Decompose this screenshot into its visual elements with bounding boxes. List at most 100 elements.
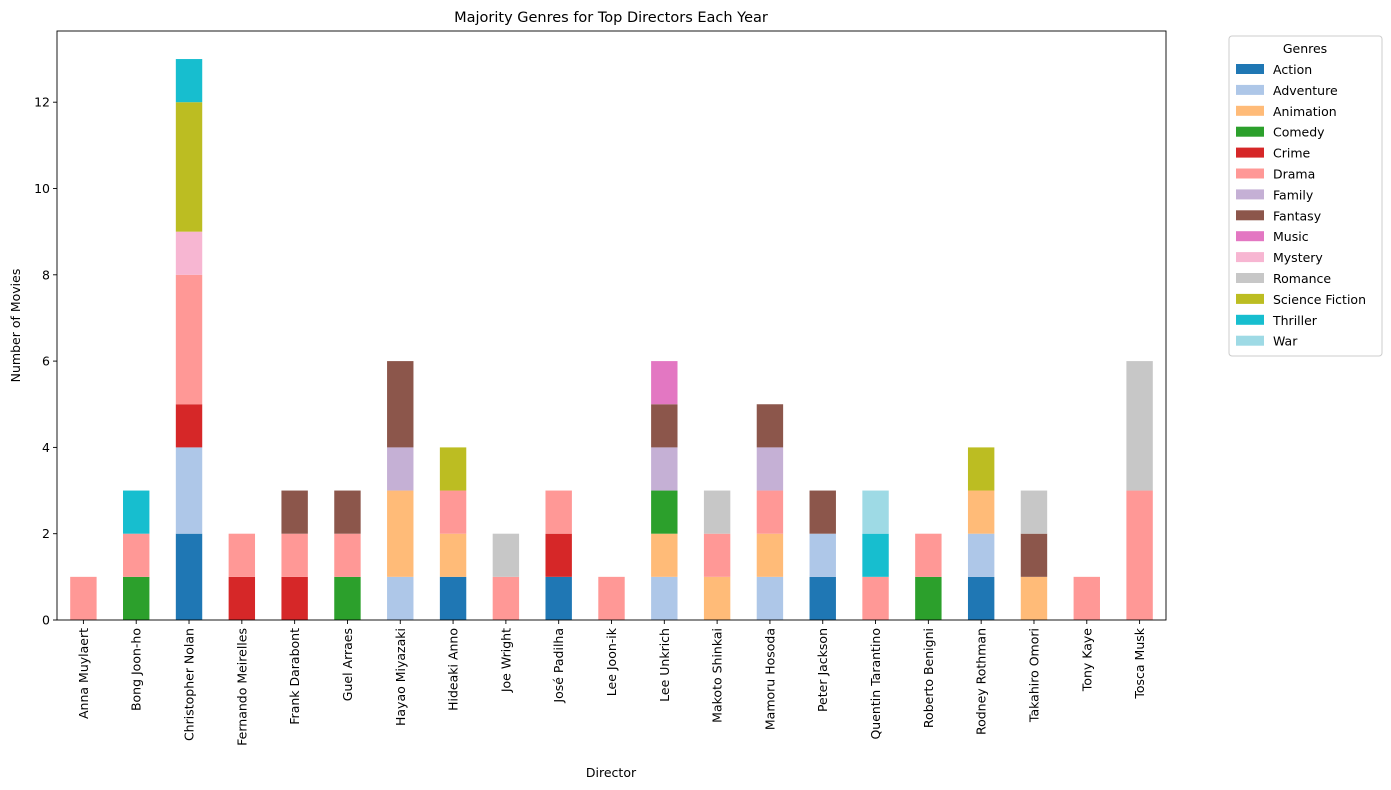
legend-swatch (1236, 64, 1264, 74)
legend-label: Crime (1273, 146, 1311, 161)
legend-label: Adventure (1273, 83, 1338, 98)
bar-segment-adventure (809, 533, 836, 577)
bar-segment-science-fiction (439, 447, 467, 491)
x-tick-label: Rodney Rothman (974, 628, 989, 735)
bar-segment-war (862, 490, 889, 534)
x-axis-label: Director (586, 765, 637, 780)
bar-segment-family (756, 447, 784, 491)
bar-segment-drama (598, 576, 625, 620)
y-tick-label: 12 (34, 95, 50, 110)
legend-title: Genres (1283, 41, 1327, 56)
x-tick-label: Makoto Shinkai (710, 628, 725, 723)
legend-label: Animation (1273, 104, 1337, 119)
legend-label: Music (1273, 229, 1309, 244)
bar-segment-animation (651, 533, 678, 577)
x-tick-label: Guel Arraes (340, 628, 355, 701)
bar-segment-drama (439, 490, 467, 534)
legend-label: Romance (1273, 271, 1331, 286)
bar-segment-action (175, 533, 203, 620)
bar-segment-adventure (756, 576, 784, 620)
legend-swatch (1236, 147, 1264, 158)
bar-segment-adventure (387, 576, 414, 620)
x-tick-label: Tony Kaye (1079, 628, 1094, 692)
bar-segment-fantasy (334, 490, 361, 534)
legend-swatch (1236, 273, 1264, 283)
bar-segment-fantasy (809, 490, 836, 534)
bar-segment-animation (387, 490, 414, 577)
legend-swatch (1236, 210, 1264, 221)
bar-segment-drama (123, 533, 150, 577)
bar-segment-animation (1020, 576, 1048, 620)
bar-segment-thriller (123, 490, 150, 534)
bar-segment-comedy (915, 576, 942, 620)
y-tick-label: 0 (42, 613, 50, 628)
legend-items: Action Adventure Animation Comedy Crime Drama… (1236, 62, 1366, 349)
y-axis: 0 2 4 6 8 10 12 (34, 95, 57, 628)
bar-segment-drama (756, 490, 784, 534)
bar-segment-drama (228, 533, 256, 577)
bar-segment-romance (492, 533, 520, 577)
legend-swatch (1236, 105, 1264, 116)
legend-label: Comedy (1273, 125, 1325, 140)
bar-segment-drama (1073, 576, 1100, 620)
bar-segment-fantasy (387, 361, 414, 448)
legend-label: Drama (1273, 167, 1315, 182)
bar-segment-mystery (175, 231, 203, 275)
bar-segment-drama (1126, 490, 1153, 620)
legend-label: Action (1273, 62, 1312, 77)
x-tick-label: Fernando Meirelles (234, 628, 249, 746)
bar-segment-adventure (967, 533, 995, 577)
x-tick-label: Takahiro Omori (1026, 628, 1041, 723)
x-tick-label: Peter Jackson (815, 628, 830, 712)
plot-frame (56, 30, 1167, 621)
bar-segment-crime (175, 404, 203, 448)
bar-segment-family (387, 447, 414, 491)
x-tick-label: Mamoru Hosoda (762, 628, 777, 730)
x-tick-label: Hayao Miyazaki (393, 628, 408, 726)
x-tick-label: Anna Muylaert (76, 628, 91, 719)
legend-swatch (1236, 231, 1264, 242)
x-tick-label: Joe Wright (498, 628, 513, 693)
legend-swatch (1236, 293, 1264, 304)
bar-segment-action (439, 576, 467, 620)
bar-segment-thriller (862, 533, 889, 577)
y-tick-label: 4 (42, 440, 50, 455)
legend-label: Fantasy (1273, 208, 1322, 223)
x-tick-label: Christopher Nolan (182, 628, 197, 741)
bar-segment-crime (545, 533, 572, 577)
x-tick-label: Tosca Musk (1132, 627, 1147, 699)
x-tick-label: Lee Unkrich (657, 628, 672, 702)
bar-segment-drama (545, 490, 572, 534)
legend-swatch (1236, 252, 1264, 263)
legend-swatch (1236, 314, 1264, 325)
x-axis: Anna Muylaert Bong Joon-ho Christopher Nol… (76, 620, 1147, 746)
bar-segment-action (967, 576, 995, 620)
y-tick-label: 6 (42, 354, 50, 369)
x-tick-label: Hideaki Anno (446, 628, 461, 711)
bar-segment-romance (703, 490, 731, 534)
bar-segment-music (651, 361, 678, 405)
y-tick-label: 8 (42, 267, 50, 282)
bar-segment-drama (703, 533, 731, 577)
bar-segment-drama (175, 274, 203, 405)
bar-segment-animation (439, 533, 467, 577)
bar-segment-drama (492, 576, 520, 620)
bar-segment-fantasy (651, 404, 678, 448)
bar-segment-drama (862, 576, 889, 620)
bar-segment-animation (756, 533, 784, 577)
y-tick-label: 10 (34, 181, 50, 196)
bar-segment-romance (1020, 490, 1048, 534)
bar-segment-comedy (123, 576, 150, 620)
bar-segment-fantasy (1020, 533, 1048, 577)
bar-segment-adventure (651, 576, 678, 620)
bar-segment-action (809, 576, 836, 620)
bar-segment-action (545, 576, 572, 620)
bar-segment-thriller (175, 59, 203, 103)
x-tick-label: Quentin Tarantino (868, 628, 883, 740)
legend-label: Family (1273, 187, 1314, 202)
bar-segment-drama (915, 533, 942, 577)
bar-segment-adventure (175, 447, 203, 534)
bar-segment-fantasy (756, 404, 784, 448)
legend-swatch (1236, 84, 1264, 95)
